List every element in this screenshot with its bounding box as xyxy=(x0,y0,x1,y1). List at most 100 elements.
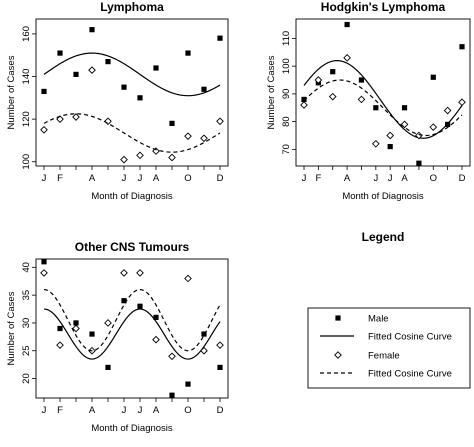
male-point xyxy=(217,364,223,371)
legend-label: Female xyxy=(368,351,400,362)
y-tick-label: 20 xyxy=(21,373,32,384)
y-tick-label: 160 xyxy=(21,26,32,42)
male-point xyxy=(41,259,47,265)
male-fitted-cosine-curve xyxy=(43,308,221,360)
male-point xyxy=(153,314,159,320)
x-tick-label: F xyxy=(57,173,63,184)
y-tick-label: 35 xyxy=(21,290,32,301)
male-point xyxy=(217,35,223,41)
male-point xyxy=(105,59,111,65)
female-point xyxy=(314,76,323,84)
x-tick-label: D xyxy=(217,173,224,184)
male-point xyxy=(373,105,379,111)
x-axis-label: Month of Diagnosis xyxy=(91,423,173,434)
x-tick-label: A xyxy=(89,405,96,416)
y-tick-label: 30 xyxy=(21,318,32,329)
x-tick-label: O xyxy=(184,173,191,184)
chart-title: Hodgkin's Lymphoma xyxy=(321,0,446,14)
x-tick-label: A xyxy=(344,173,351,184)
female-point xyxy=(72,113,80,121)
female-point xyxy=(200,346,208,355)
x-tick-label: J xyxy=(138,405,143,416)
male-point xyxy=(185,381,191,387)
legend-label: Fitted Cosine Curve xyxy=(368,369,452,380)
male-point xyxy=(57,50,63,56)
male-point xyxy=(41,88,47,95)
legend-label: Male xyxy=(368,314,389,325)
female-point xyxy=(72,324,80,333)
male-fitted-cosine-curve xyxy=(43,52,221,97)
y-tick-label: 140 xyxy=(21,69,32,85)
y-tick-label: 25 xyxy=(21,345,32,356)
male-point xyxy=(169,392,175,398)
female-point xyxy=(120,269,128,277)
legend-female-symbol xyxy=(334,351,342,359)
male-point xyxy=(430,74,436,80)
female-point xyxy=(120,155,128,164)
y-tick-label: 70 xyxy=(281,144,292,155)
male-point xyxy=(137,95,143,101)
plot-frame xyxy=(295,18,471,167)
plot-frame xyxy=(35,258,229,399)
y-axis-label: Number of Cases xyxy=(6,291,17,365)
male-point xyxy=(387,143,393,150)
y-tick-label: 100 xyxy=(281,58,292,74)
x-tick-label: J xyxy=(138,173,143,184)
x-tick-label: J xyxy=(302,173,307,184)
x-tick-label: J xyxy=(42,173,47,184)
male-point xyxy=(121,298,127,304)
legend-title: Legend xyxy=(362,230,405,244)
x-tick-label: O xyxy=(430,173,437,184)
female-point xyxy=(386,131,395,140)
male-point xyxy=(105,364,111,371)
legend-label: Fitted Cosine Curve xyxy=(368,332,452,343)
y-tick-label: 40 xyxy=(21,262,32,273)
male-point xyxy=(89,331,95,337)
x-tick-label: J xyxy=(122,173,127,184)
female-point xyxy=(216,341,224,350)
y-axis-label: Number of Cases xyxy=(266,55,277,129)
x-tick-label: A xyxy=(153,173,160,184)
female-point xyxy=(40,125,48,134)
female-point xyxy=(168,153,176,162)
female-point xyxy=(104,319,112,327)
legend-box xyxy=(307,307,471,389)
x-axis-label: Month of Diagnosis xyxy=(342,191,424,202)
female-point xyxy=(104,117,112,126)
female-point xyxy=(168,352,176,361)
x-tick-label: J xyxy=(373,173,378,184)
male-point xyxy=(57,325,63,332)
female-point xyxy=(371,139,380,148)
x-axis-label: Month of Diagnosis xyxy=(91,191,173,202)
x-tick-label: A xyxy=(89,173,96,184)
female-point xyxy=(400,120,409,129)
male-point xyxy=(416,160,422,166)
female-point xyxy=(357,95,366,104)
female-point xyxy=(200,134,208,143)
female-point xyxy=(40,269,48,277)
female-point xyxy=(56,341,64,350)
x-tick-label: D xyxy=(459,173,466,184)
x-tick-label: F xyxy=(315,173,321,184)
female-point xyxy=(184,132,192,141)
legend: Legend Male Fitted Cosine Curve Female Fitte… xyxy=(307,230,471,389)
x-tick-label: J xyxy=(388,173,393,184)
male-point xyxy=(73,320,79,326)
y-tick-label: 120 xyxy=(21,111,32,127)
female-fitted-cosine-curve xyxy=(43,288,221,352)
x-tick-label: A xyxy=(401,173,408,184)
male-point xyxy=(153,65,159,71)
x-tick-label: F xyxy=(57,405,63,416)
male-point xyxy=(344,21,350,28)
y-tick-label: 80 xyxy=(281,116,292,127)
female-point xyxy=(152,335,160,344)
male-point xyxy=(301,96,307,103)
male-point xyxy=(459,44,465,50)
legend-male-symbol xyxy=(335,315,341,321)
female-point xyxy=(184,274,192,283)
female-point xyxy=(443,106,452,115)
male-point xyxy=(330,69,336,75)
